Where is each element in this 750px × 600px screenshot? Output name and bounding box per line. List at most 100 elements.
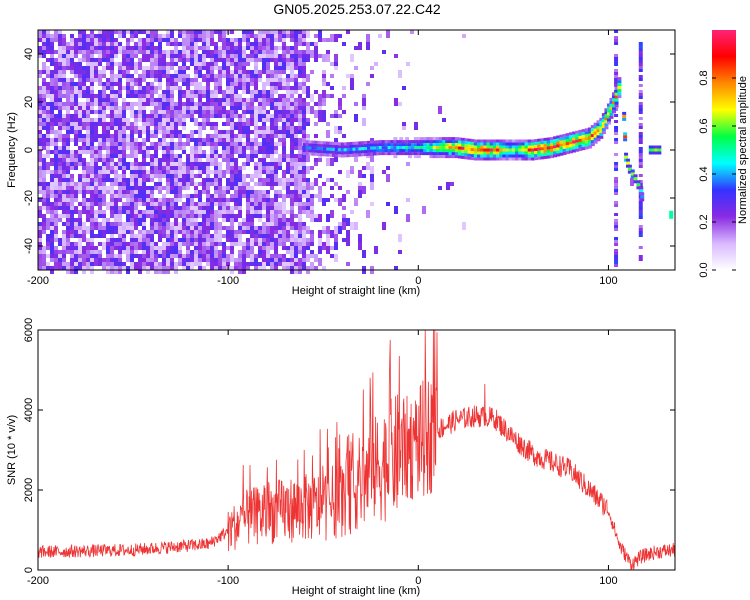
spectrogram-cell <box>90 54 94 58</box>
spectrogram-cell <box>266 222 270 226</box>
spectrogram-track-cell <box>384 140 389 144</box>
spectrogram-cell <box>58 186 62 190</box>
spectrogram-cell <box>74 258 78 262</box>
spectrogram-cell <box>302 34 306 38</box>
spectrogram-cell <box>230 122 234 126</box>
spectrogram-cell <box>282 114 286 118</box>
spectrogram-stripe-cell <box>638 225 643 228</box>
spectrogram-track-cell <box>308 152 313 156</box>
spectrogram-track-cell <box>502 154 507 158</box>
spectrogram-track-cell <box>614 101 619 105</box>
spectrogram-cell <box>294 30 298 38</box>
spectrogram-track-cell <box>442 143 447 147</box>
spectrogram-cell <box>62 34 66 38</box>
spectrogram-cell <box>166 170 170 174</box>
spectrogram-cell <box>266 94 270 98</box>
spectrogram-cell <box>74 138 78 146</box>
spectrogram-cell <box>370 74 374 78</box>
spectrogram-cell <box>54 198 58 202</box>
spectrogram-cell <box>122 118 126 122</box>
spectrogram-cell <box>86 146 90 150</box>
spectrogram-cell <box>330 230 334 238</box>
spectrogram-cell <box>150 170 154 174</box>
spectrogram-track-cell <box>480 139 485 143</box>
spectrogram-cell <box>170 82 174 86</box>
spectrogram-track-cell <box>651 145 656 149</box>
spectrogram-track-cell <box>343 148 348 152</box>
spectrogram-cell <box>142 222 146 226</box>
spectrogram-track-cell <box>606 109 611 113</box>
spectrogram-track-cell <box>480 142 485 146</box>
spectrogram-track-cell <box>423 140 428 144</box>
spectrogram-cell <box>58 262 62 270</box>
spectrogram-cell <box>154 202 158 206</box>
spectrogram-cell <box>138 218 142 226</box>
spectrogram-cell <box>110 126 114 130</box>
spectrogram-cell <box>334 198 338 202</box>
spectrogram-track-cell <box>375 152 380 156</box>
spectrogram-cell <box>134 78 138 82</box>
spectrogram-cell <box>246 70 250 74</box>
spectrogram-cell <box>138 242 142 250</box>
spectrogram-track-cell <box>612 98 617 102</box>
spectrogram-cell <box>290 150 294 154</box>
spectrogram-track-cell <box>489 148 494 152</box>
spectrogram-cell <box>138 214 142 218</box>
spectrogram-cell <box>310 106 314 114</box>
spectrogram-cell <box>110 34 114 38</box>
spectrogram-cell <box>258 58 262 62</box>
spectrogram-cell <box>118 242 122 246</box>
spectrogram-track-cell <box>534 157 539 161</box>
spectrogram-cell <box>170 214 174 218</box>
spectrogram-cell <box>270 174 274 182</box>
spectrogram-track-cell <box>387 146 392 150</box>
spectrogram-track-cell <box>511 151 516 155</box>
spectrogram-cell <box>326 198 330 202</box>
spectrogram-cell <box>218 194 222 198</box>
spectrogram-cell <box>126 230 130 234</box>
spectrogram-cell <box>234 206 238 210</box>
spectrogram-x-label: Height of straight line (km) <box>292 285 420 297</box>
spectrogram-cell <box>98 82 102 86</box>
spectrogram-cell <box>330 246 334 250</box>
spectrogram-cell <box>218 98 222 106</box>
spectrogram-cell <box>250 218 254 222</box>
spectrogram-cell <box>266 174 270 178</box>
spectrogram-cell <box>118 234 122 238</box>
spectrogram-track-cell <box>556 147 561 151</box>
spectrogram-stripe-cell <box>638 228 643 231</box>
spectrogram-cell <box>210 246 214 254</box>
spectrogram-cell <box>142 30 146 34</box>
spectrogram-track-cell <box>308 140 313 144</box>
spectrogram-track-cell <box>496 157 501 161</box>
spectrogram-cell <box>238 82 242 86</box>
spectrogram-cell <box>106 30 110 38</box>
spectrogram-cell <box>70 166 74 170</box>
spectrogram-cell <box>242 110 246 114</box>
spectrogram-cell <box>134 46 138 50</box>
spectrogram-cell <box>106 106 110 110</box>
spectrogram-track-cell <box>587 142 592 146</box>
spectrogram-cell <box>58 110 62 114</box>
colorbar-ticks: 0.00.20.40.60.8 <box>698 70 736 278</box>
spectrogram-cell <box>202 122 206 130</box>
spectrogram-cell <box>262 166 266 170</box>
spectrogram-cell <box>42 98 46 102</box>
spectrogram-cell <box>286 194 290 198</box>
spectrogram-stripe-cell <box>638 234 643 237</box>
spectrogram-cell <box>110 142 114 146</box>
spectrogram-cell <box>202 266 206 270</box>
spectrogram-cell <box>154 210 158 214</box>
spectrogram-track-cell <box>521 148 526 152</box>
spectrogram-track-cell <box>654 151 659 155</box>
spectrogram-cell <box>102 110 106 114</box>
spectrogram-track-cell <box>483 142 488 146</box>
spectrogram-track-cell <box>435 137 440 141</box>
spectrogram-cell <box>194 46 198 50</box>
spectrogram-cell <box>290 34 294 38</box>
spectrogram-cell <box>150 230 154 234</box>
spectrogram-cell <box>234 98 238 102</box>
spectrogram-track-cell <box>511 139 516 143</box>
spectrogram-cell <box>242 74 246 82</box>
spectrogram-cell <box>246 86 250 94</box>
